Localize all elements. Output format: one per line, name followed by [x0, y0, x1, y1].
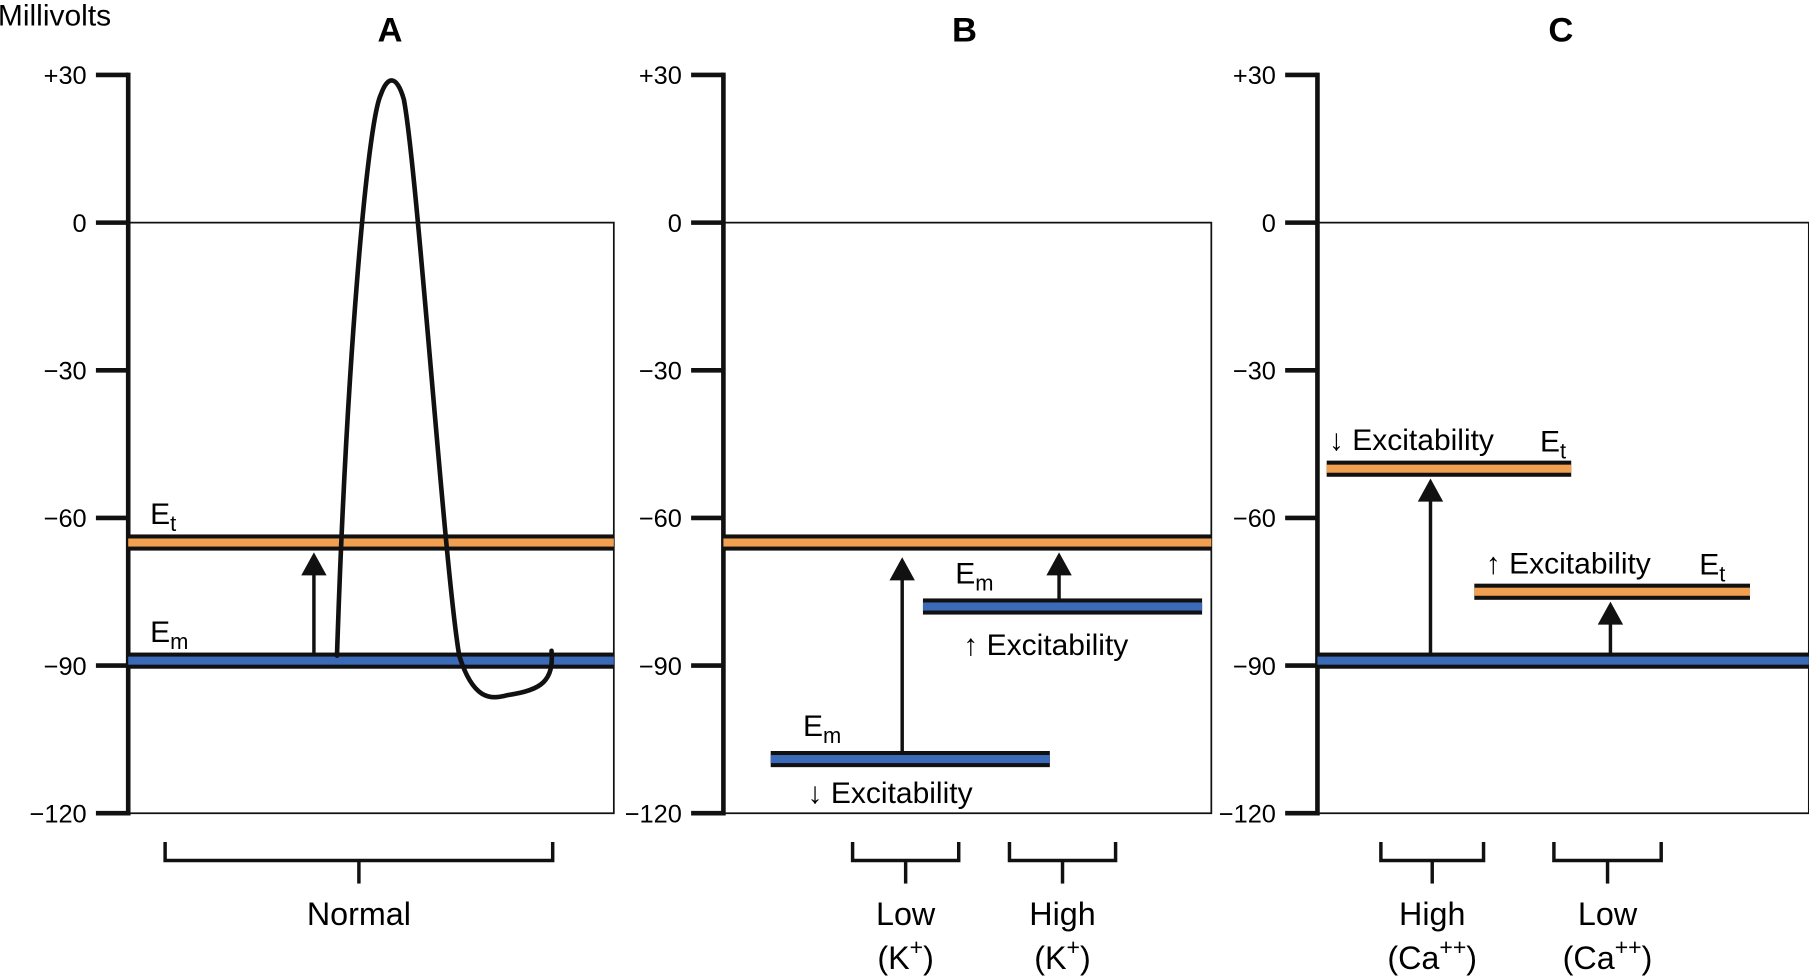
y-axis-label: Millivolts [0, 0, 111, 32]
y-tick-label: −90 [44, 653, 87, 681]
group-bracket [850, 842, 961, 863]
y-tick-label: −60 [639, 505, 682, 533]
level-subscript: t [1719, 561, 1725, 586]
y-tick-label: −120 [625, 800, 682, 828]
y-tick-label: −90 [639, 653, 682, 681]
y-tick-label: −90 [1233, 653, 1276, 681]
ion-name: (K [877, 940, 910, 976]
membrane-level [128, 656, 614, 665]
ion-close: ) [1080, 940, 1091, 976]
plot-frame [723, 221, 1213, 815]
membrane-level [1317, 656, 1809, 665]
excitability-note: ↓ Excitability [1329, 424, 1494, 457]
group-label: Low [876, 896, 936, 932]
panel-title: C [1548, 12, 1573, 50]
y-tick-label: −30 [1233, 357, 1276, 385]
group-ion-label: (K+) [1034, 934, 1091, 976]
level-symbol: E [1699, 548, 1719, 581]
y-tick-label: −120 [30, 800, 87, 828]
level-subscript: t [170, 511, 176, 536]
ion-charge: ++ [1615, 934, 1642, 960]
ion-charge: + [1067, 934, 1080, 960]
group-label: High [1029, 896, 1095, 932]
ion-name: (Ca [1387, 940, 1439, 976]
level-subscript: t [1560, 438, 1566, 463]
level-symbol: E [150, 498, 170, 531]
ion-charge: ++ [1439, 934, 1466, 960]
excitability-note: ↑ Excitability [1486, 547, 1651, 580]
y-tick-label: +30 [44, 62, 87, 90]
group-ion-label: (Ca++) [1387, 934, 1477, 976]
threshold-level [1474, 587, 1751, 596]
level-subscript: m [975, 570, 993, 595]
group-bracket [1379, 842, 1486, 863]
group-ion-label: (Ca++) [1563, 934, 1653, 976]
threshold-level [723, 538, 1212, 547]
y-tick-label: −30 [639, 357, 682, 385]
y-tick-label: 0 [1262, 210, 1276, 238]
excitability-note: ↓ Excitability [808, 777, 973, 810]
arrow-head-icon [301, 552, 327, 576]
y-tick-label: −60 [1233, 505, 1276, 533]
level-symbol: E [150, 616, 170, 649]
panel-b: B +30 0 −30 −60 −90 −120 Em ↓ Excitability Em ↑ Ex… [625, 12, 1213, 976]
panel-title: B [952, 12, 977, 50]
level-label: Em [955, 557, 993, 595]
threshold-level [1326, 464, 1572, 473]
group-label: Normal [307, 896, 411, 932]
level-label: Em [150, 616, 188, 654]
y-tick-label: −120 [1219, 800, 1276, 828]
level-label: Em [803, 710, 841, 748]
y-tick-label: −30 [44, 357, 87, 385]
ion-name: (K [1034, 940, 1067, 976]
group-bracket [1552, 842, 1663, 863]
level-label: Et [1699, 548, 1725, 586]
group-bracket [163, 842, 555, 863]
y-tick-label: +30 [1233, 62, 1276, 90]
excitability-note: ↑ Excitability [963, 629, 1128, 662]
membrane-level [770, 755, 1050, 764]
level-symbol: E [1540, 425, 1560, 458]
action-potential-trace [334, 78, 555, 700]
level-symbol: E [803, 710, 823, 743]
y-tick-label: −60 [44, 505, 87, 533]
y-tick-label: 0 [668, 210, 682, 238]
ion-close: ) [1466, 940, 1477, 976]
group-bracket [1007, 842, 1118, 863]
y-tick-label: 0 [73, 210, 87, 238]
y-tick-label: +30 [639, 62, 682, 90]
level-subscript: m [823, 723, 841, 748]
plot-frame [128, 221, 615, 815]
group-ion-label: (K+) [877, 934, 933, 976]
ion-name: (Ca [1563, 940, 1615, 976]
ion-close: ) [1642, 940, 1653, 976]
ion-charge: + [910, 934, 923, 960]
threshold-level [128, 538, 614, 547]
level-symbol: E [955, 557, 975, 590]
level-label: Et [1540, 425, 1566, 463]
plot-frame [1317, 221, 1809, 815]
arrow-head-icon [1046, 552, 1072, 576]
group-label: High [1399, 896, 1465, 932]
ion-close: ) [923, 940, 934, 976]
group-label: Low [1578, 896, 1638, 932]
arrow-head-icon [1597, 601, 1624, 625]
panel-c: C +30 0 −30 −60 −90 −120 Et ↓ Excitability Et ↑ Ex… [1219, 12, 1809, 976]
arrow-head-icon [1417, 478, 1444, 502]
membrane-level [922, 602, 1203, 611]
level-label: Et [150, 498, 176, 536]
panel-title: A [378, 12, 403, 50]
level-subscript: m [170, 629, 188, 654]
arrow-head-icon [889, 557, 915, 581]
